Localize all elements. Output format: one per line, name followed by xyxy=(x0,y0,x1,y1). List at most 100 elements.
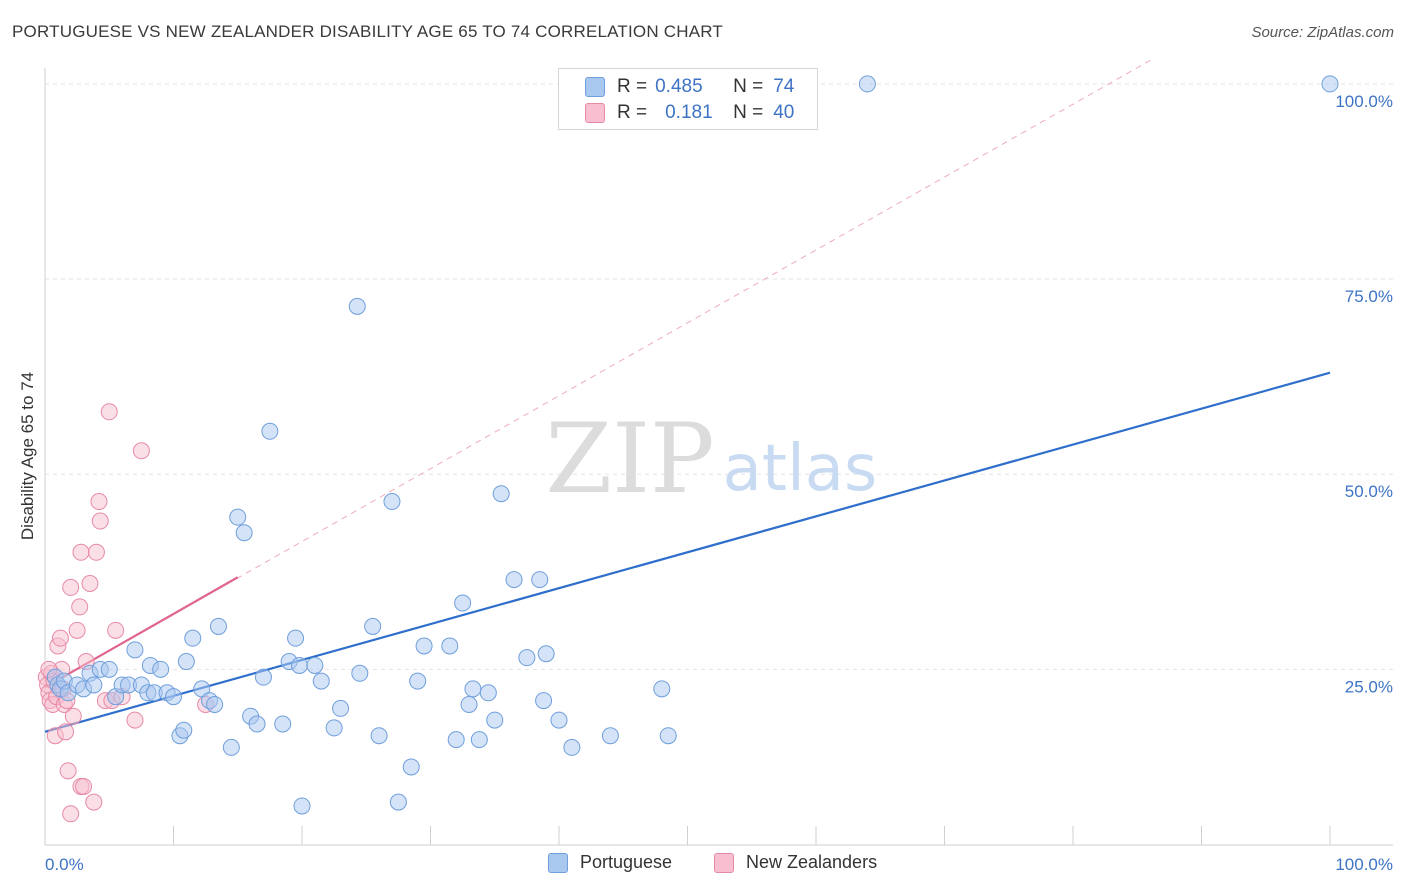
new-zealanders-point xyxy=(57,723,75,741)
new-zealanders-point xyxy=(132,442,150,460)
portuguese-point xyxy=(293,797,311,815)
portuguese-point xyxy=(229,508,247,526)
portuguese-point xyxy=(287,629,305,647)
new-zealanders-point xyxy=(72,543,90,561)
portuguese-point xyxy=(325,719,343,737)
legend-r-label: R = xyxy=(617,76,648,97)
trend-lines xyxy=(44,60,1331,733)
portuguese-point xyxy=(447,731,465,749)
new-zealanders-point xyxy=(64,707,82,725)
portuguese-point xyxy=(312,672,330,690)
portuguese-r-value: 0.485 xyxy=(655,76,703,97)
portuguese-point xyxy=(100,660,118,678)
portuguese-point xyxy=(505,571,523,589)
portuguese-point xyxy=(306,656,324,674)
watermark: ZIP atlas xyxy=(545,403,877,515)
portuguese-point xyxy=(389,793,407,811)
new-zealanders-point xyxy=(100,403,118,421)
portuguese-point xyxy=(184,629,202,647)
portuguese-point xyxy=(486,711,504,729)
watermark-zip: ZIP xyxy=(545,403,714,515)
portuguese-point xyxy=(126,641,144,659)
portuguese-point xyxy=(175,721,193,739)
new-zealanders-legend-label: New Zealanders xyxy=(746,852,878,872)
portuguese-point xyxy=(1321,75,1339,93)
watermark-atlas: atlas xyxy=(723,432,878,506)
y-tick-label: 50.0% xyxy=(1345,482,1393,501)
portuguese-point xyxy=(518,649,536,667)
portuguese-swatch xyxy=(585,77,605,97)
new-zealanders-legend-swatch xyxy=(714,852,734,873)
portuguese-point xyxy=(441,637,459,655)
y-tick-label: 75.0% xyxy=(1345,287,1393,306)
portuguese-point xyxy=(370,727,388,745)
portuguese-point xyxy=(222,738,240,756)
new-zealanders-n-value: 40 xyxy=(773,102,795,123)
portuguese-points xyxy=(46,75,1339,815)
portuguese-n-value: 74 xyxy=(773,76,795,97)
portuguese-point xyxy=(409,672,427,690)
gridlines xyxy=(45,83,1393,670)
portuguese-point xyxy=(531,571,549,589)
portuguese-point xyxy=(364,617,382,635)
portuguese-point xyxy=(470,731,488,749)
new-zealanders-point xyxy=(51,629,69,647)
source-label: Source: ZipAtlas.com xyxy=(1251,24,1394,41)
new-zealanders-swatch xyxy=(585,103,605,123)
portuguese-point xyxy=(348,297,366,315)
portuguese-point xyxy=(563,738,581,756)
portuguese-point xyxy=(601,727,619,745)
tick-labels: 25.0% 50.0% 75.0% 100.0% 0.0% 100.0% xyxy=(45,92,1393,874)
legend-row-portuguese: R = 0.485 N = 74 xyxy=(585,75,794,99)
y-axis-label: Disability Age 65 to 74 xyxy=(18,372,37,540)
portuguese-legend-swatch xyxy=(548,852,568,873)
portuguese-point xyxy=(261,422,279,440)
new-zealanders-points xyxy=(37,403,215,823)
new-zealanders-point xyxy=(59,762,77,780)
portuguese-point xyxy=(85,676,103,694)
portuguese-point xyxy=(235,524,253,542)
legend-n-label: N = xyxy=(733,102,764,123)
new-zealanders-point xyxy=(81,574,99,592)
y-tick-label: 100.0% xyxy=(1335,92,1393,111)
portuguese-point xyxy=(152,660,170,678)
portuguese-point xyxy=(479,684,497,702)
new-zealanders-point xyxy=(71,598,89,616)
new-zealanders-point xyxy=(107,621,125,639)
new-zealanders-point xyxy=(68,621,86,639)
portuguese-point xyxy=(492,485,510,503)
portuguese-point xyxy=(177,653,195,671)
new-zealanders-point xyxy=(62,578,80,596)
correlation-legend: R = 0.485 N = 74 R = 0.181 N = 40 xyxy=(558,68,818,130)
portuguese-point xyxy=(248,715,266,733)
y-tick-label: 25.0% xyxy=(1345,677,1393,696)
portuguese-point xyxy=(535,692,553,710)
legend-row-new-zealanders: R = 0.181 N = 40 xyxy=(585,101,794,125)
portuguese-point xyxy=(351,664,369,682)
bottom-legend-portuguese: Portuguese xyxy=(548,852,672,873)
new-zealanders-point xyxy=(75,777,93,795)
portuguese-point xyxy=(383,493,401,511)
new-zealanders-point xyxy=(85,793,103,811)
x-tick-label: 0.0% xyxy=(45,855,84,874)
portuguese-point xyxy=(415,637,433,655)
portuguese-point xyxy=(209,617,227,635)
bottom-legend-new-zealanders: New Zealanders xyxy=(714,852,877,873)
portuguese-point xyxy=(550,711,568,729)
portuguese-point xyxy=(653,680,671,698)
portuguese-point xyxy=(537,645,555,663)
new-zealanders-trend-line xyxy=(44,576,239,689)
chart-title: PORTUGUESE VS NEW ZEALANDER DISABILITY A… xyxy=(12,22,723,41)
portuguese-point xyxy=(858,75,876,93)
portuguese-point xyxy=(454,594,472,612)
portuguese-point xyxy=(659,727,677,745)
portuguese-point xyxy=(254,668,272,686)
portuguese-point xyxy=(464,680,482,698)
portuguese-legend-label: Portuguese xyxy=(580,852,673,872)
legend-r-label: R = xyxy=(617,102,648,123)
new-zealanders-point xyxy=(87,543,105,561)
legend-n-label: N = xyxy=(733,76,764,97)
portuguese-point xyxy=(206,695,224,713)
portuguese-point xyxy=(165,688,182,706)
new-zealanders-point xyxy=(90,493,108,511)
